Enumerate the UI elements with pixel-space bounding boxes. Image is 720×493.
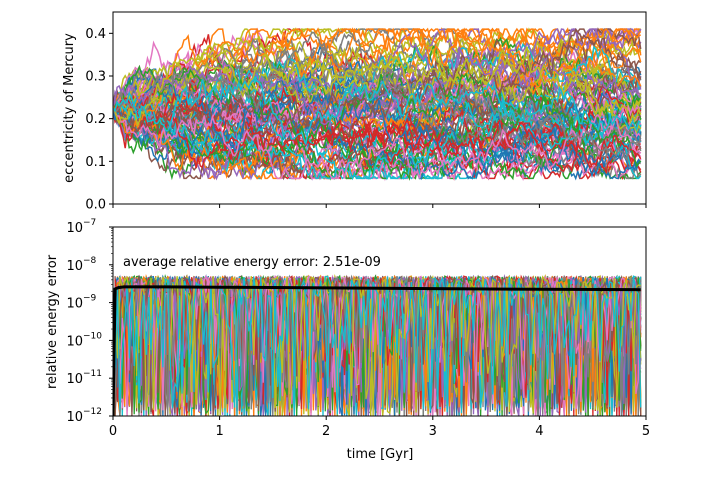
eccentricity-series-line bbox=[113, 98, 642, 181]
eccentricity-series-line bbox=[113, 27, 642, 124]
y-tick-label: 10 bbox=[66, 259, 83, 274]
eccentricity-y-axis-label: eccentricity of Mercury bbox=[62, 33, 77, 183]
eccentricity-series-line bbox=[113, 90, 642, 181]
energy-error-axes-frame bbox=[112, 226, 647, 417]
y-tick-exponent: −12 bbox=[83, 407, 102, 417]
energy-error-annotation: average relative energy error: 2.51e-09 bbox=[123, 255, 381, 270]
y-tick-exponent: −9 bbox=[83, 294, 97, 304]
y-tick-label: 0.2 bbox=[85, 112, 106, 127]
y-tick-exponent: −7 bbox=[83, 218, 96, 228]
y-tick-exponent: −8 bbox=[83, 256, 97, 266]
y-tick-label: 0.0 bbox=[85, 198, 106, 213]
eccentricity-series-line bbox=[113, 97, 641, 173]
eccentricity-series-line bbox=[113, 99, 642, 181]
energy-error-x-ticks: 0 1 2 3 4 5 bbox=[109, 416, 650, 439]
y-tick-label: 10 bbox=[66, 410, 83, 425]
average-energy-error-line bbox=[113, 285, 641, 416]
x-tick-label: 4 bbox=[535, 424, 543, 439]
y-tick-label: 0.4 bbox=[85, 27, 106, 42]
eccentricity-x-ticks bbox=[112, 204, 647, 208]
y-tick-label: 10 bbox=[66, 334, 83, 349]
eccentricity-series-line bbox=[113, 75, 642, 145]
eccentricity-series-line bbox=[113, 79, 642, 154]
time-x-axis-label: time [Gyr] bbox=[347, 447, 414, 462]
eccentricity-series-line bbox=[113, 42, 642, 125]
x-tick-label: 3 bbox=[429, 424, 437, 439]
y-tick-label: 0.3 bbox=[85, 70, 106, 85]
x-tick-label: 0 bbox=[109, 424, 117, 439]
eccentricity-series-line bbox=[113, 28, 642, 144]
eccentricity-series-line bbox=[113, 31, 642, 161]
energy-error-series-group bbox=[114, 273, 642, 416]
x-tick-label: 2 bbox=[322, 424, 330, 439]
y-tick-exponent: −11 bbox=[83, 369, 102, 379]
eccentricity-series-line bbox=[113, 108, 642, 180]
y-tick-label: 10 bbox=[66, 221, 83, 236]
eccentricity-series-line bbox=[113, 97, 642, 180]
eccentricity-series-line bbox=[113, 83, 642, 181]
eccentricity-axes-frame bbox=[112, 11, 647, 205]
x-tick-label: 5 bbox=[642, 424, 650, 439]
energy-error-y-axis-label: relative energy error bbox=[45, 254, 60, 389]
eccentricity-series-group bbox=[113, 27, 642, 182]
energy-error-series-line bbox=[114, 275, 642, 415]
eccentricity-series-line bbox=[113, 46, 642, 128]
eccentricity-series-line bbox=[113, 28, 642, 136]
y-tick-label: 10 bbox=[66, 297, 83, 312]
y-tick-label: 10 bbox=[66, 372, 83, 387]
eccentricity-chart: 0.0 0.1 0.2 0.3 0.4 eccentricity of Mercury bbox=[62, 11, 647, 213]
y-tick-exponent: −10 bbox=[83, 331, 102, 341]
eccentricity-y-ticks: 0.0 0.1 0.2 0.3 0.4 bbox=[85, 27, 113, 213]
y-tick-label: 0.1 bbox=[85, 155, 106, 170]
x-tick-label: 1 bbox=[215, 424, 223, 439]
eccentricity-series-line bbox=[113, 28, 641, 179]
